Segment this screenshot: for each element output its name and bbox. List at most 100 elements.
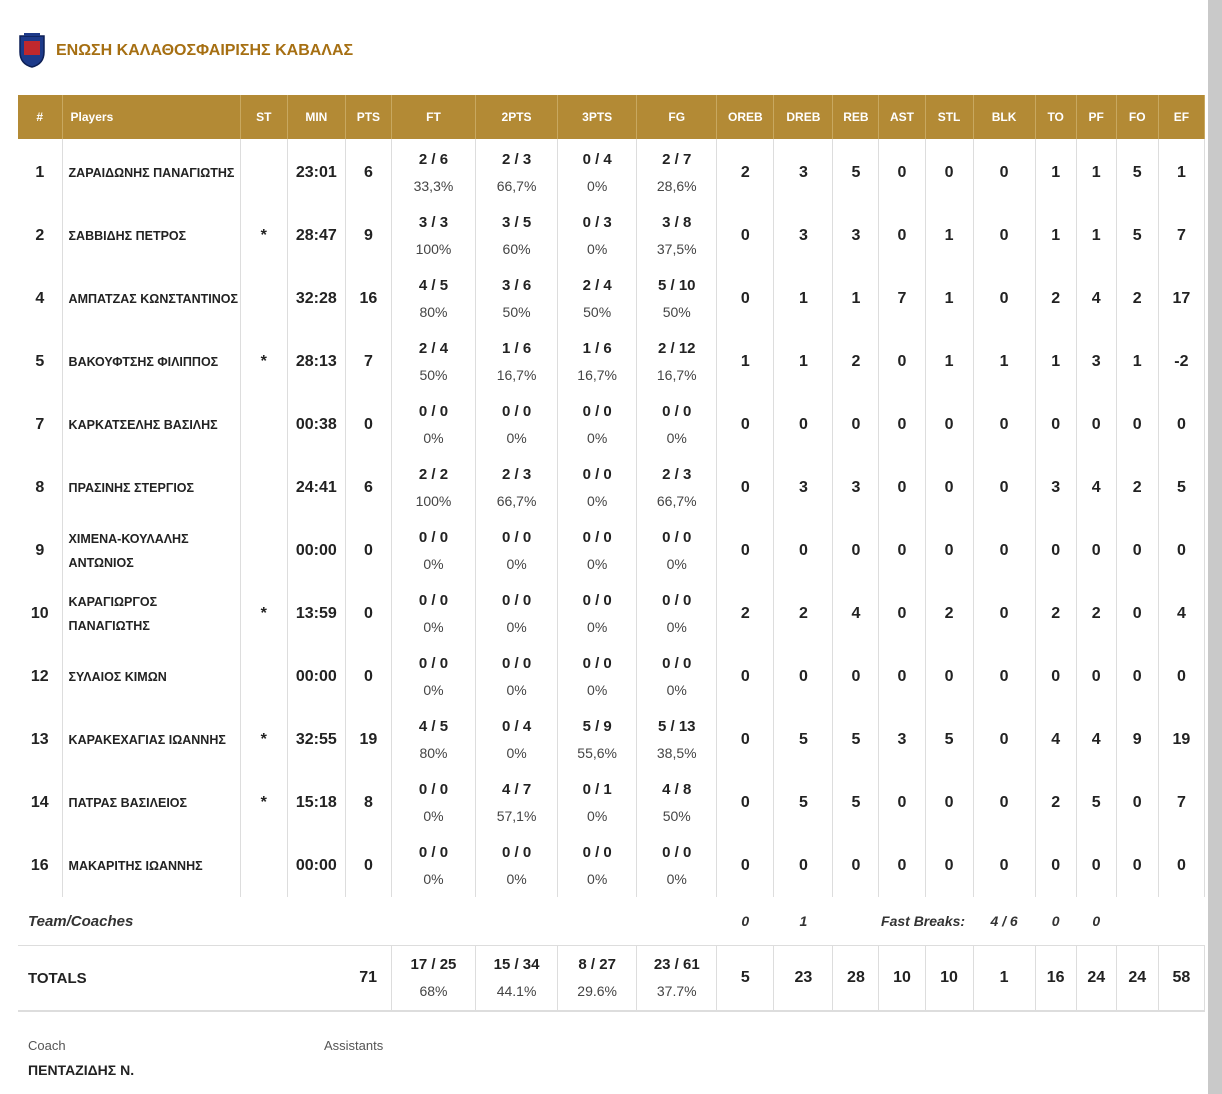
- column-header: OREB: [716, 95, 775, 139]
- shot-ratio: 2 / 6: [418, 150, 449, 168]
- shot-pct: 0%: [587, 870, 608, 887]
- cell: 24:41: [287, 456, 346, 519]
- cell: *: [240, 708, 288, 771]
- team-pf: 0: [1092, 913, 1101, 929]
- cell: 4: [18, 267, 63, 330]
- cell: 0: [1158, 834, 1206, 897]
- total-cell: 23 / 61 37.7%: [636, 945, 718, 1012]
- cell: *: [240, 204, 288, 267]
- shot-pct: 0%: [506, 681, 527, 698]
- shot-pct: 44.1%: [496, 983, 537, 999]
- shot-ratio: 0 / 0: [501, 654, 532, 672]
- cell: 15:18: [287, 771, 346, 834]
- shot-ratio: 2 / 3: [501, 150, 532, 168]
- cell: 4: [1076, 456, 1117, 519]
- cell: 4: [1158, 582, 1206, 645]
- shot-ratio: 0 / 0: [501, 843, 532, 861]
- shot-ratio: 0 / 0: [662, 654, 692, 672]
- cell: 0 / 0 0%: [636, 834, 718, 897]
- cell: 0 / 0 0%: [475, 582, 559, 645]
- shot-pct: 0%: [587, 555, 608, 572]
- shot-pct: 37,5%: [656, 240, 697, 257]
- column-header: MIN: [287, 95, 346, 139]
- player-row: 13 ΚΑΡΑΚΕΧΑΓΙΑΣ ΙΩΑΝΝΗΣ * 32:55 19 4 / 5 80% 0 …: [18, 708, 1206, 771]
- shot-pct: 0%: [423, 429, 444, 446]
- shot-pct: 50%: [502, 303, 531, 320]
- shot-pct: 0%: [423, 618, 444, 635]
- team-oreb: 0: [741, 913, 750, 929]
- totals-label: TOTALS: [18, 945, 346, 1012]
- cell: 2: [1035, 582, 1077, 645]
- cell: 2: [1116, 456, 1159, 519]
- cell: 0: [878, 519, 926, 582]
- column-header: FO: [1116, 95, 1159, 139]
- cell: 0 / 0 0%: [475, 645, 559, 708]
- cell: 7: [878, 267, 926, 330]
- fast-breaks-label: Fast Breaks:: [881, 913, 966, 929]
- cell: 19: [345, 708, 392, 771]
- cell: 5: [18, 330, 63, 393]
- cell: 0: [878, 330, 926, 393]
- shot-pct: 80%: [419, 303, 448, 320]
- player-row: 2 ΣΑΒΒΙΔΗΣ ΠΕΤΡΟΣ * 28:47 9 3 / 3 100% 3 / 5 60%…: [18, 204, 1206, 267]
- shot-ratio: 0 / 4: [501, 717, 532, 735]
- cell: 0: [1076, 834, 1117, 897]
- cell: 5: [1076, 771, 1117, 834]
- shot-pct: 38,5%: [656, 744, 697, 761]
- total-cell: 5: [716, 945, 775, 1012]
- cell: 1: [1035, 330, 1077, 393]
- cell: 4 / 5 80%: [391, 267, 477, 330]
- cell: 2 / 4 50%: [557, 267, 638, 330]
- cell: 1 / 6 16,7%: [475, 330, 559, 393]
- cell: 00:38: [287, 393, 346, 456]
- cell: 0: [773, 519, 834, 582]
- cell: 0 / 0 0%: [636, 645, 718, 708]
- cell: 16: [18, 834, 63, 897]
- cell: 17: [1158, 267, 1206, 330]
- column-header: 3PTS: [557, 95, 638, 139]
- cell: 2: [1035, 771, 1077, 834]
- cell: 0: [925, 393, 974, 456]
- total-cell: 23: [773, 945, 834, 1012]
- player-row: 8 ΠΡΑΣΙΝΗΣ ΣΤΕΡΓΙΟΣ 24:41 6 2 / 2 100% 2 / 3 66…: [18, 456, 1206, 519]
- cell: 1: [18, 139, 63, 204]
- cell: 0: [973, 771, 1036, 834]
- cell: 0: [1116, 393, 1159, 456]
- cell: ΣΑΒΒΙΔΗΣ ΠΕΤΡΟΣ: [62, 204, 241, 267]
- cell: 1: [773, 267, 834, 330]
- column-header: TO: [1035, 95, 1077, 139]
- cell: 0: [973, 267, 1036, 330]
- cell: 2 / 3 66,7%: [636, 456, 718, 519]
- shot-ratio: 0 / 0: [418, 591, 449, 609]
- cell: 0: [1035, 645, 1077, 708]
- cell: 0: [878, 393, 926, 456]
- cell: 0: [878, 204, 926, 267]
- total-cell: 24: [1076, 945, 1117, 1012]
- shot-pct: 0%: [587, 807, 608, 824]
- cell: 28:47: [287, 204, 346, 267]
- total-cell: 10: [878, 945, 926, 1012]
- cell: 0: [1116, 645, 1159, 708]
- cell: 2 / 7 28,6%: [636, 139, 718, 204]
- cell: 19: [1158, 708, 1206, 771]
- cell: 1: [925, 330, 974, 393]
- shot-ratio: 0 / 0: [418, 402, 449, 420]
- column-header: 2PTS: [475, 95, 559, 139]
- cell: 0: [832, 645, 880, 708]
- cell: 6: [345, 456, 392, 519]
- shot-pct: 0%: [423, 681, 444, 698]
- shot-pct: 16,7%: [656, 366, 697, 383]
- cell: 2 / 3 66,7%: [475, 456, 559, 519]
- cell: 5: [925, 708, 974, 771]
- shot-ratio: 0 / 0: [418, 654, 449, 672]
- cell: 0: [716, 204, 775, 267]
- cell: 0 / 0 0%: [475, 834, 559, 897]
- cell: 0: [832, 519, 880, 582]
- cell: 3: [1076, 330, 1117, 393]
- cell: 0: [773, 393, 834, 456]
- shot-ratio: 4 / 8: [662, 780, 692, 798]
- cell: 7: [1158, 771, 1206, 834]
- cell: 1: [832, 267, 880, 330]
- shot-ratio: 3 / 8: [662, 213, 692, 231]
- player-row: 7 ΚΑΡΚΑΤΣΕΛΗΣ ΒΑΣΙΛΗΣ 00:38 0 0 / 0 0% 0 / 0 0%…: [18, 393, 1206, 456]
